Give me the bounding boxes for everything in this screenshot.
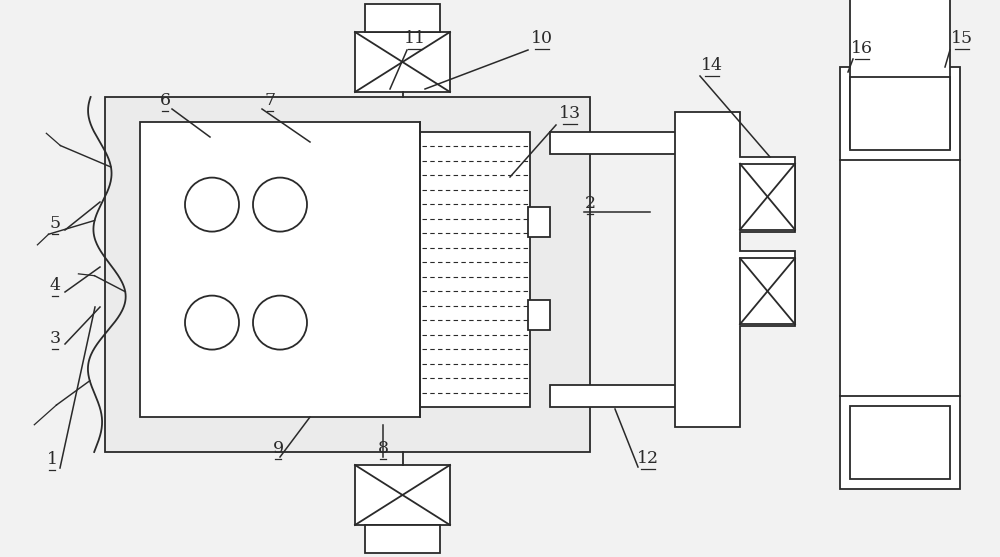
Text: 5: 5 — [49, 215, 61, 232]
Text: 6: 6 — [160, 92, 171, 109]
Text: 1: 1 — [47, 451, 58, 468]
Text: 16: 16 — [851, 40, 873, 57]
Polygon shape — [105, 97, 590, 452]
Ellipse shape — [253, 296, 307, 350]
Ellipse shape — [253, 178, 307, 232]
Bar — [528, 207, 550, 237]
Text: 9: 9 — [272, 440, 284, 457]
Polygon shape — [675, 112, 795, 427]
Bar — [850, 0, 950, 148]
Bar — [740, 164, 795, 229]
Bar — [528, 300, 550, 330]
Bar — [850, 406, 950, 479]
Text: 13: 13 — [559, 105, 581, 122]
Text: 14: 14 — [701, 57, 723, 74]
Text: 3: 3 — [49, 330, 61, 347]
Text: 7: 7 — [264, 92, 276, 109]
Bar — [550, 132, 680, 154]
Text: 12: 12 — [637, 450, 659, 467]
Text: 11: 11 — [404, 30, 426, 47]
Bar — [740, 258, 795, 324]
Bar — [420, 132, 530, 407]
Bar — [355, 32, 450, 92]
Bar — [365, 4, 440, 32]
Text: 8: 8 — [378, 440, 389, 457]
Bar — [840, 67, 960, 489]
Text: 15: 15 — [951, 30, 973, 47]
Bar — [550, 385, 680, 407]
Bar — [365, 525, 440, 553]
Text: 4: 4 — [50, 277, 61, 294]
Bar — [850, 77, 950, 150]
Text: 10: 10 — [531, 30, 553, 47]
Text: 2: 2 — [584, 195, 596, 212]
Ellipse shape — [185, 178, 239, 232]
Ellipse shape — [185, 296, 239, 350]
Bar — [355, 465, 450, 525]
Bar — [140, 122, 420, 417]
